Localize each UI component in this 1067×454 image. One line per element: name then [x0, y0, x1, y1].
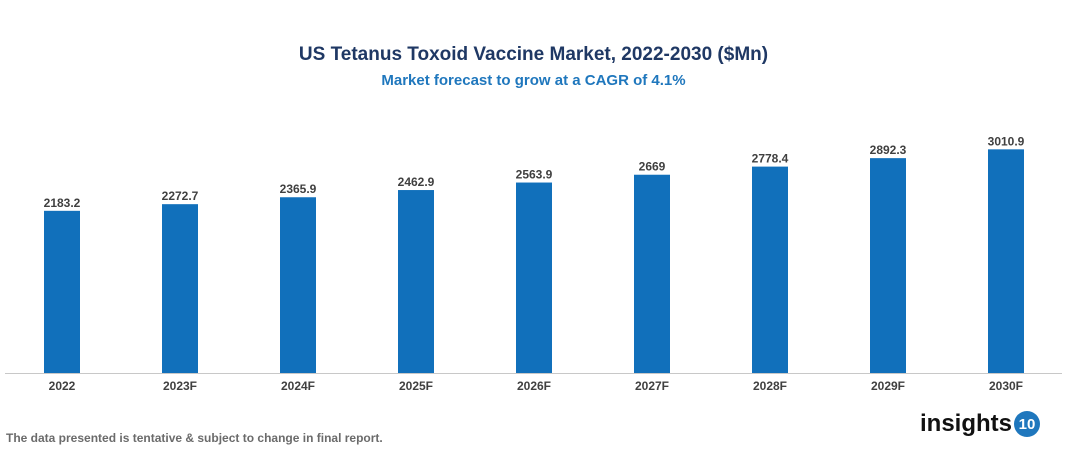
logo-text: insights — [920, 410, 1013, 437]
chart-title: US Tetanus Toxoid Vaccine Market, 2022-2… — [298, 44, 769, 65]
bar-2022 — [44, 210, 80, 373]
chart-subtitle: Market forecast to grow at a CAGR of 4.1… — [381, 72, 686, 89]
bar-2029F — [870, 158, 906, 373]
bar-2026F — [516, 182, 552, 373]
x-tick-label: 2026F — [517, 379, 551, 393]
insights10-logo: insights 10 — [920, 410, 1041, 438]
data-label: 2365.9 — [280, 182, 317, 196]
bar-2030F — [988, 149, 1024, 373]
bar-2024F — [280, 197, 316, 373]
data-label: 2669 — [639, 160, 666, 174]
data-label: 2892.3 — [870, 143, 907, 157]
bar-2023F — [162, 204, 198, 373]
data-label: 2183.2 — [44, 196, 81, 210]
bar-2028F — [752, 166, 788, 373]
x-tick-label: 2024F — [281, 379, 315, 393]
logo-badge: 10 — [1014, 411, 1041, 437]
data-label: 2272.7 — [162, 189, 199, 203]
disclaimer-note: The data presented is tentative & subjec… — [6, 431, 383, 445]
bar-2027F — [634, 174, 670, 373]
data-label: 2563.9 — [516, 168, 553, 182]
x-tick-label: 2027F — [635, 379, 669, 393]
data-label: 2778.4 — [752, 152, 789, 166]
x-tick-label: 2029F — [871, 379, 905, 393]
data-label: 3010.9 — [988, 134, 1025, 148]
x-tick-label: 2022 — [49, 379, 76, 393]
data-label: 2462.9 — [398, 175, 435, 189]
x-tick-label: 2025F — [399, 379, 433, 393]
x-tick-label: 2028F — [753, 379, 787, 393]
x-tick-label: 2023F — [163, 379, 197, 393]
x-tick-label: 2030F — [989, 379, 1023, 393]
bar-2025F — [398, 190, 434, 373]
